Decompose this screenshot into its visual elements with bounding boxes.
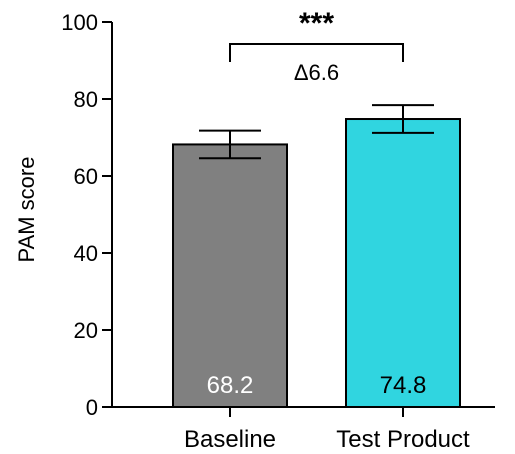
x-category-label: Test Product	[336, 426, 470, 453]
y-tick-label: 0	[86, 395, 98, 420]
y-tick-label: 100	[61, 10, 98, 35]
significance-stars: ***	[299, 7, 334, 40]
chart-bars	[172, 104, 461, 409]
chart-labels: 68.2 Baseline 74.8 Test Product *** Δ6.6	[184, 7, 470, 453]
bar-test-product	[345, 118, 461, 409]
y-tick-label: 20	[74, 318, 98, 343]
y-tick-label: 80	[74, 87, 98, 112]
y-tick-label: 60	[74, 164, 98, 189]
bar-baseline	[172, 143, 288, 408]
x-category-label: Baseline	[184, 426, 276, 453]
bar-value-label: 68.2	[207, 372, 254, 399]
delta-annotation: Δ6.6	[294, 60, 339, 85]
y-tick-label: 40	[74, 241, 98, 266]
bar-value-label: 74.8	[380, 372, 427, 399]
y-axis-title: PAM score	[14, 157, 39, 263]
significance-bracket	[229, 43, 404, 62]
